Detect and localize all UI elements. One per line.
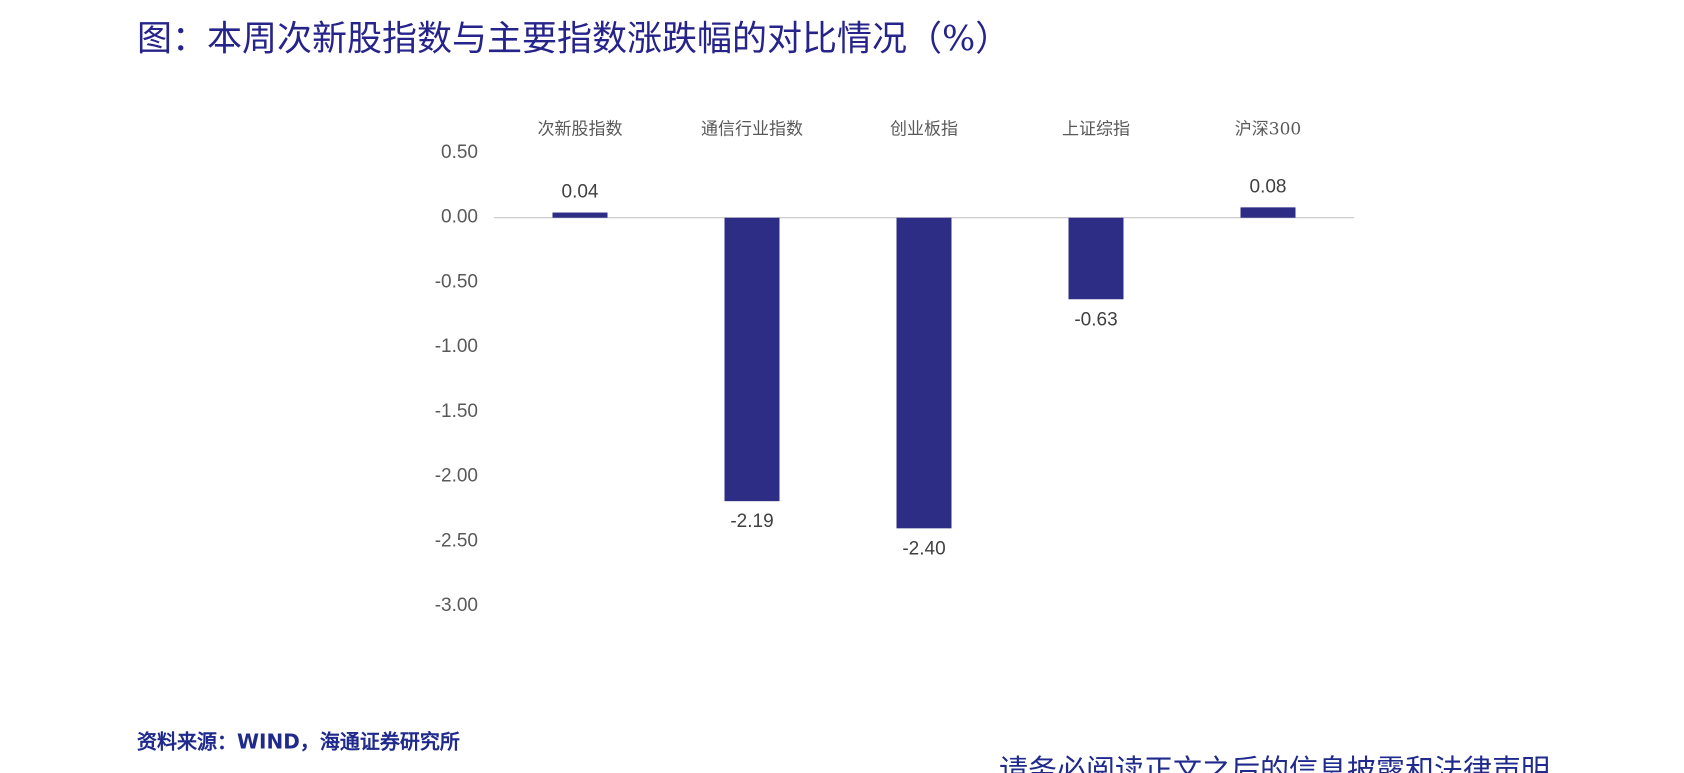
y-tick-label: -2.00 [435,466,478,487]
y-tick-label: 0.00 [441,207,478,228]
value-label: 0.04 [562,182,599,203]
bar [724,217,780,502]
value-label: -0.63 [1074,309,1117,330]
value-label: 0.08 [1250,176,1287,197]
y-tick-label: -0.50 [435,271,478,292]
chart-title: 图：本周次新股指数与主要指数涨跌幅的对比情况（%） [137,20,1010,60]
x-tick-label: 创业板指 [890,120,958,140]
bar [896,217,952,529]
bar [1240,207,1296,218]
source-note: 资料来源：WIND，海通证券研究所 [137,730,460,754]
bar [552,212,608,218]
x-tick-label: 沪深300 [1235,120,1301,140]
y-tick-label: -1.00 [435,336,478,357]
y-tick-label: -1.50 [435,401,478,422]
y-tick-label: 0.50 [441,142,478,163]
value-label: -2.19 [730,511,773,532]
value-label: -2.40 [902,538,945,559]
x-tick-label: 通信行业指数 [701,120,803,140]
x-tick-label: 次新股指数 [538,120,623,140]
y-tick-label: -2.50 [435,530,478,551]
y-tick-label: -3.00 [435,595,478,616]
disclaimer: 请务必阅读正文之后的信息披露和法律声明 [999,753,1550,773]
bar [1068,217,1124,300]
x-tick-label: 上证综指 [1062,120,1130,140]
